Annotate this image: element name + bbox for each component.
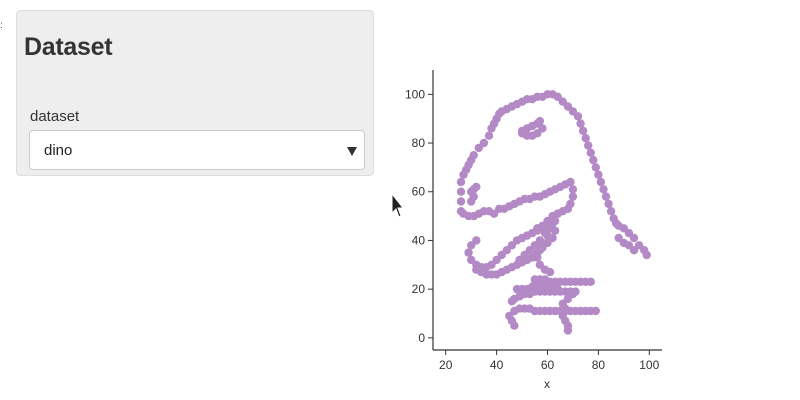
- data-point: [591, 163, 600, 172]
- data-point: [535, 116, 545, 126]
- data-point: [594, 170, 603, 179]
- data-point: [629, 233, 639, 243]
- x-tick-label: 100: [639, 358, 659, 372]
- dataset-select-value: dino: [44, 142, 73, 159]
- data-point: [543, 231, 552, 240]
- data-point: [472, 265, 481, 274]
- data-point: [545, 224, 555, 233]
- data-point: [538, 238, 547, 248]
- data-point: [599, 185, 608, 194]
- data-point: [517, 129, 527, 138]
- y-tick-label: 100: [405, 87, 425, 101]
- x-tick-label: 80: [592, 358, 606, 372]
- data-point: [479, 138, 489, 148]
- data-point: [467, 241, 476, 250]
- axes-layer: 20 40 60 80 100 0 20 40 60 80 100: [405, 70, 662, 372]
- data-point: [535, 246, 545, 255]
- x-tick-label: 60: [541, 358, 555, 372]
- data-point: [586, 148, 595, 157]
- dataset-label: dataset: [30, 108, 80, 125]
- y-tick-label: 40: [412, 233, 426, 247]
- data-point: [576, 119, 585, 128]
- data-point: [573, 112, 583, 121]
- data-point: [584, 141, 593, 150]
- data-point: [578, 126, 588, 136]
- data-point: [545, 267, 555, 277]
- data-point: [568, 185, 578, 194]
- y-tick-label: 60: [412, 185, 426, 199]
- mouse-pointer-icon: [391, 193, 405, 218]
- data-point: [533, 253, 542, 262]
- data-point: [566, 177, 575, 187]
- data-point: [642, 250, 651, 260]
- data-point: [591, 306, 600, 316]
- panel-title: Dataset: [24, 33, 113, 61]
- points-layer: [456, 90, 651, 335]
- data-point: [510, 321, 519, 330]
- data-point: [589, 155, 598, 165]
- data-point: [586, 277, 595, 286]
- data-point: [456, 187, 466, 196]
- data-point: [467, 197, 476, 206]
- data-point: [601, 192, 611, 201]
- data-point: [563, 326, 573, 335]
- data-point: [553, 209, 562, 218]
- y-tick-label: 0: [418, 331, 425, 345]
- data-point: [472, 182, 481, 192]
- data-point: [550, 216, 560, 226]
- data-point: [568, 192, 578, 201]
- data-point: [484, 131, 494, 140]
- chevron-down-icon: [347, 147, 357, 156]
- data-point: [568, 289, 578, 299]
- data-point: [553, 284, 562, 294]
- edge-fragment-text: :: [0, 20, 3, 31]
- data-point: [581, 134, 590, 143]
- sidebar-panel: Dataset dataset dino: [16, 10, 374, 176]
- y-tick-label: 20: [412, 282, 426, 296]
- data-point: [604, 199, 613, 209]
- data-point: [606, 207, 616, 216]
- x-tick-label: 40: [490, 358, 504, 372]
- data-point: [629, 246, 639, 255]
- y-tick-label: 80: [412, 136, 426, 150]
- data-point: [456, 177, 466, 187]
- dataset-select[interactable]: dino: [29, 130, 365, 170]
- data-point: [464, 248, 473, 257]
- data-point: [456, 197, 466, 206]
- data-point: [596, 177, 606, 187]
- x-axis-label: x: [544, 377, 550, 391]
- x-tick-label: 20: [439, 358, 453, 372]
- data-point: [469, 151, 478, 160]
